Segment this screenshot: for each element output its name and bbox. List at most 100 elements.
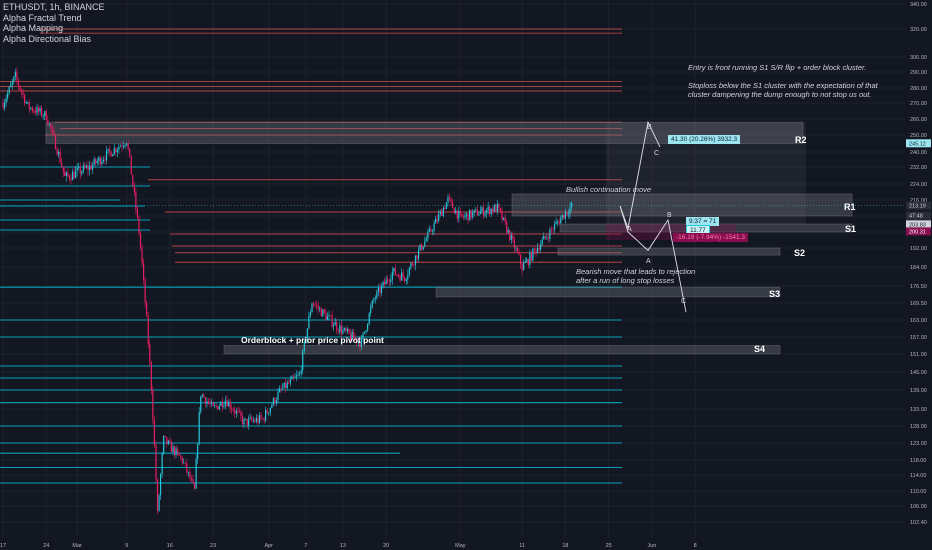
zone-s4[interactable] [223,345,781,355]
candle-body [512,235,514,240]
price-tick: 224.00 [910,182,927,188]
candle-body [402,272,404,278]
candle-body [312,303,315,305]
candle-body [76,167,78,171]
candle-body [50,123,52,129]
candle-body [217,406,219,410]
candle-body [442,208,444,216]
candle-body [431,230,434,232]
candle-body [92,164,94,170]
candle-body [422,246,424,250]
candle-body [379,287,381,294]
time-axis[interactable]: 17 24 Mar 9 16 23 Apr 7 13 20 May 11 18 25 Jun 8 [0,538,905,550]
candle-body [309,312,312,316]
price-tick: 176.50 [910,284,927,290]
zone-label-s3: S3 [769,289,781,299]
candle-body [314,304,316,306]
candle-body [176,448,179,453]
price-tick: 118.00 [910,458,926,464]
candle-body [306,328,308,341]
candle-body [325,313,327,320]
time-tick: 20 [383,543,389,549]
entry-annotation: Entry is front running S1 S/R flip + ord… [688,63,888,108]
candle-body [75,170,77,179]
candle-body [472,212,474,218]
candle-body [450,198,452,202]
candle-body [20,89,23,93]
time-tick: 18 [562,543,568,549]
zone-r2[interactable] [45,121,804,144]
candle-body [467,213,469,221]
zone-s3[interactable] [435,286,781,298]
time-tick: 11 [519,543,525,549]
candle-body [333,325,335,327]
candle-body [521,264,523,271]
candle-body [258,415,261,423]
candle-body [502,217,505,220]
candle-body [42,115,44,117]
candle-body [357,341,359,343]
candle-body [227,401,230,407]
candle-body [159,474,162,496]
candle-body [458,211,460,219]
candle-body [401,272,403,281]
price-tag-entry-bg [906,220,931,229]
candle-body [297,374,299,376]
entry-note: Entry is front running S1 S/R flip + ord… [688,63,867,72]
candle-body [241,416,244,425]
candle-body [189,471,191,479]
candle-body [493,205,495,212]
indicator-mapping[interactable]: Alpha Mapping [3,23,64,33]
candle-body [516,247,519,253]
candle-body [164,435,166,438]
ratio-box-top[interactable]: 9.37 = 71 [686,217,720,226]
bearish-projection [619,205,687,313]
candle-body [237,410,239,412]
price-axis-bg [905,0,932,550]
target-box[interactable]: 41.30 (20.26%) 3932.3 [668,135,741,144]
zone-label-r2: R2 [795,135,807,145]
candle-body [541,239,543,245]
candle-body [530,252,532,261]
candle-body [118,146,120,150]
candle-body [329,315,332,317]
candle-body [135,192,137,210]
candle-body [501,211,503,220]
candle-body [126,143,128,146]
zone-r1[interactable] [511,193,853,217]
candle-body [212,402,214,406]
candle-body [41,108,43,116]
candle-body [485,210,488,214]
candle-body [193,482,196,489]
candle-body [71,171,74,181]
candle-body [232,409,234,411]
candle-body [246,418,248,426]
candle-body [367,324,369,331]
zone-s2[interactable] [557,247,781,256]
candle-body [391,271,393,280]
candlestick-series[interactable] [0,67,905,515]
price-axis[interactable]: 340.00 320.00 300.00 290.00 280.00 270.00 260.… [905,0,932,550]
price-tick: 128.00 [910,424,927,430]
candle-body [243,419,245,425]
candle-body [513,239,515,249]
candle-body [408,267,410,275]
candle-body [240,411,242,417]
time-tick: Mar [72,543,82,549]
stop-box[interactable]: -16.19 (-7.94%) -1541.3 [673,233,749,242]
candle-body [424,241,426,247]
candle-body [448,197,451,199]
candle-body [397,274,400,277]
candle-body [248,418,250,426]
candle-body [16,72,18,80]
candle-body [10,84,12,88]
time-tick: May [455,543,466,549]
candle-body [113,148,115,155]
indicator-directional-bias[interactable]: Alpha Directional Bias [3,33,92,44]
candle-body [371,300,373,308]
candle-body [291,376,293,380]
price-tick: 340.00 [910,2,927,8]
indicator-fractal-trend[interactable]: Alpha Fractal Trend [3,12,82,23]
candle-body [498,203,500,209]
